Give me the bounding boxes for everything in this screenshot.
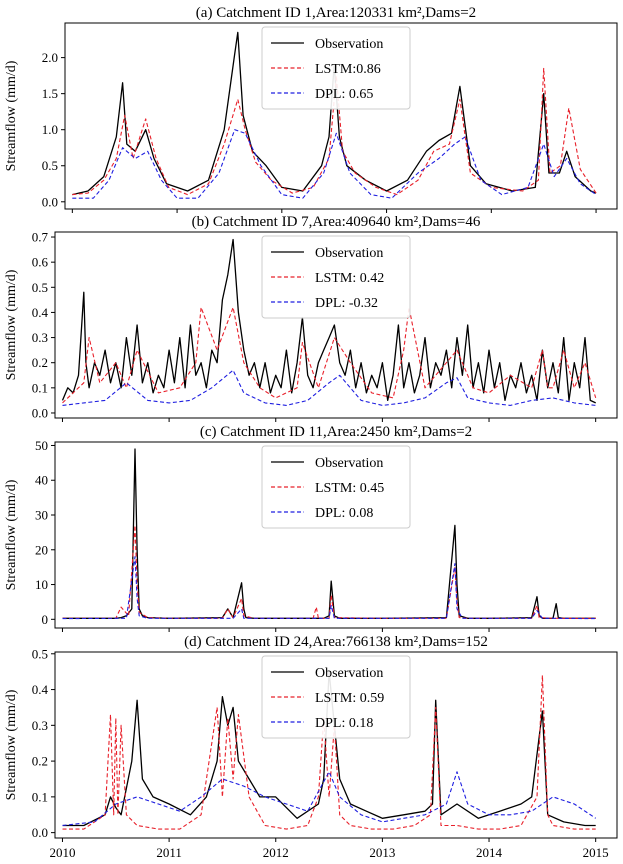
series-line-dpl [62,369,596,406]
legend-label-dpl: DPL: 0.65 [315,87,373,102]
legend-label-dpl: DPL: -0.32 [315,296,378,311]
series-line-observation [62,448,596,619]
y-tick-label: 10 [35,577,48,592]
x-tick-label: 2013 [369,845,395,860]
legend-label-observation: Observation [315,37,383,52]
legend-box [261,26,411,110]
plot-frame [54,651,618,839]
x-tick-label: 2014 [476,845,503,860]
series-line-lstm [72,67,597,196]
legend-label-lstm: LSTM:0.86 [315,62,381,77]
panel-title: (b) Catchment ID 7,Area:409640 km²,Dams=… [192,214,481,230]
y-tick-label: 0.5 [32,646,48,661]
y-axis-label: Streamflow (mm/d) [4,269,19,380]
y-tick-label: 0.0 [32,405,48,420]
y-tick-label: 0.3 [32,330,48,345]
y-tick-label: 0.4 [32,682,49,697]
y-tick-label: 50 [35,438,48,453]
y-tick-label: 0.2 [32,355,48,370]
legend-label-observation: Observation [315,246,383,261]
legend-box [261,445,411,529]
legend-label-lstm: LSTM: 0.45 [315,481,384,496]
series-line-observation [62,671,596,827]
legend-label-observation: Observation [315,456,383,471]
y-axis-label: Streamflow (mm/d) [4,689,19,800]
panel-title: (c) Catchment ID 11,Area:2450 km²,Dams=2 [200,424,472,440]
panel-title: (d) Catchment ID 24,Area:766138 km²,Dams… [184,634,488,650]
chart-panel-2: (b) Catchment ID 7,Area:409640 km²,Dams=… [4,214,618,422]
plot-frame [54,231,618,419]
legend-label-dpl: DPL: 0.18 [315,716,373,731]
x-tick-label: 2011 [156,845,182,860]
y-tick-label: 0.5 [32,280,48,295]
y-tick-label: 1.5 [42,86,58,101]
y-axis-label: Streamflow (mm/d) [4,60,19,171]
y-tick-label: 1.0 [42,122,58,137]
y-axis-label: Streamflow (mm/d) [4,479,19,590]
legend-label-dpl: DPL: 0.08 [315,506,373,521]
y-tick-label: 0.1 [32,789,48,804]
legend-label-lstm: LSTM: 0.59 [315,691,384,706]
legend: Observation LSTM: 0.59 DPL: 0.18 [261,655,411,739]
y-tick-label: 0.2 [32,754,48,769]
y-tick-label: 0 [42,612,49,627]
legend-box [261,235,411,319]
y-tick-label: 0.7 [32,230,49,245]
y-tick-label: 2.0 [42,50,58,65]
y-tick-label: 30 [35,508,48,523]
y-tick-label: 0.4 [32,305,49,320]
legend: Observation LSTM:0.86 DPL: 0.65 [261,26,411,110]
series-line-observation [61,238,596,404]
y-tick-label: 40 [35,473,48,488]
legend-box [261,655,411,739]
chart-panel-3: (c) Catchment ID 11,Area:2450 km²,Dams=2… [4,424,618,632]
y-tick-label: 0.6 [32,255,49,270]
x-tick-label: 2015 [583,845,609,860]
legend-label-lstm: LSTM: 0.42 [315,271,384,286]
y-tick-label: 20 [35,542,48,557]
chart-panel-1: (a) Catchment ID 1,Area:120331 km²,Dams=… [4,5,618,213]
y-tick-label: 0.0 [32,825,48,840]
x-tick-label: 2012 [263,845,289,860]
y-tick-label: 0.5 [42,158,58,173]
series-line-lstm [62,674,596,830]
series-line-dpl [62,771,597,827]
series-line-observation [72,31,597,196]
series-line-dpl [62,556,596,620]
panel-title: (a) Catchment ID 1,Area:120331 km²,Dams=… [196,5,476,21]
y-tick-label: 0.3 [32,718,48,733]
chart-panel-4: (d) Catchment ID 24,Area:766138 km²,Dams… [4,634,618,860]
y-tick-label: 0.1 [32,380,48,395]
legend: Observation LSTM: 0.45 DPL: 0.08 [261,445,411,529]
plot-frame [64,22,618,210]
series-line-dpl [72,129,597,199]
x-tick-label: 2010 [49,845,75,860]
y-tick-label: 0.0 [42,194,58,209]
plot-frame [54,441,618,629]
legend-label-observation: Observation [315,666,383,681]
legend: Observation LSTM: 0.42 DPL: -0.32 [261,235,411,319]
